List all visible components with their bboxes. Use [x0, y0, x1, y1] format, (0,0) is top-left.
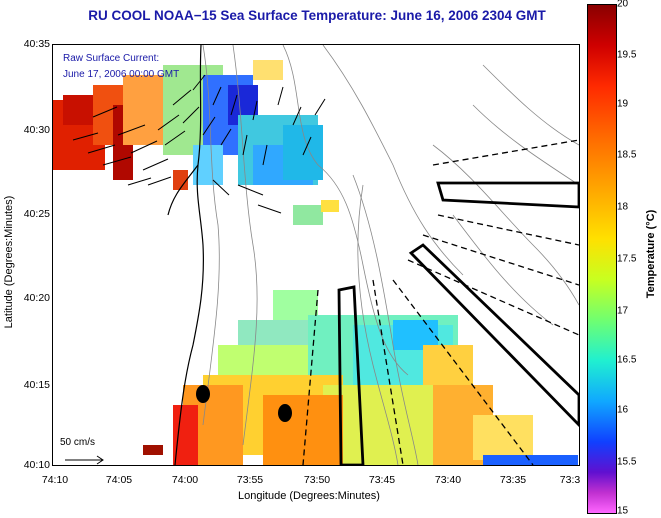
- overlay-note-line2: June 17, 2006 00:00 GMT: [63, 69, 180, 80]
- colorbar-tick: 20: [617, 0, 629, 10]
- colorbar-tick: 16: [617, 404, 629, 416]
- colorbar-tick: 17: [617, 305, 629, 317]
- x-tick: 73:40: [434, 474, 462, 486]
- x-tick: 73:35: [499, 474, 527, 486]
- map-title: RU COOL NOAA−15 Sea Surface Temperature:…: [88, 8, 546, 23]
- colorbar-tick: 19.5: [617, 49, 637, 61]
- y-tick: 40:25: [23, 208, 50, 220]
- x-tick: 74:05: [105, 474, 133, 486]
- map-canvas: [53, 45, 579, 465]
- temperature-colorbar: [587, 4, 617, 514]
- x-tick: 73:3: [559, 474, 581, 486]
- x-axis-title: Longitude (Degrees:Minutes): [238, 490, 380, 502]
- sst-lower-patch: [143, 290, 578, 465]
- scale-label: 50 cm/s: [60, 437, 96, 448]
- y-tick: 40:10: [23, 459, 50, 471]
- overlay-note-line1: Raw Surface Current:: [63, 53, 160, 64]
- survey-boxes: [337, 181, 579, 465]
- colorbar-tick: 19: [617, 98, 629, 110]
- surface-current-vectors: [72, 74, 326, 214]
- scale-arrow: [65, 455, 104, 465]
- x-tick: 74:10: [41, 474, 69, 486]
- y-axis-title: Latitude (Degrees:Minutes): [3, 195, 15, 329]
- x-tick: 73:50: [303, 474, 331, 486]
- y-tick: 40:15: [23, 379, 50, 391]
- station-marker: [278, 404, 292, 422]
- sst-upper-patch: [53, 60, 339, 225]
- colorbar-tick: 15: [617, 505, 629, 517]
- coastline: [167, 45, 204, 465]
- station-marker: [196, 385, 210, 403]
- y-tick: 40:20: [23, 292, 50, 304]
- colorbar-tick: 17.5: [617, 253, 637, 265]
- bathymetry-contours: [202, 45, 579, 465]
- x-tick: 73:55: [236, 474, 264, 486]
- transect-lines: [302, 139, 579, 465]
- colorbar-title: Temperature (°C): [645, 209, 657, 299]
- colorbar-tick: 18.5: [617, 149, 637, 161]
- colorbar-tick: 15.5: [617, 456, 637, 468]
- colorbar-tick: 16.5: [617, 354, 637, 366]
- x-tick: 74:00: [171, 474, 199, 486]
- x-tick: 73:45: [368, 474, 396, 486]
- y-tick: 40:35: [23, 38, 50, 50]
- sst-map: [52, 44, 580, 466]
- y-tick: 40:30: [23, 124, 50, 136]
- colorbar-tick: 18: [617, 201, 629, 213]
